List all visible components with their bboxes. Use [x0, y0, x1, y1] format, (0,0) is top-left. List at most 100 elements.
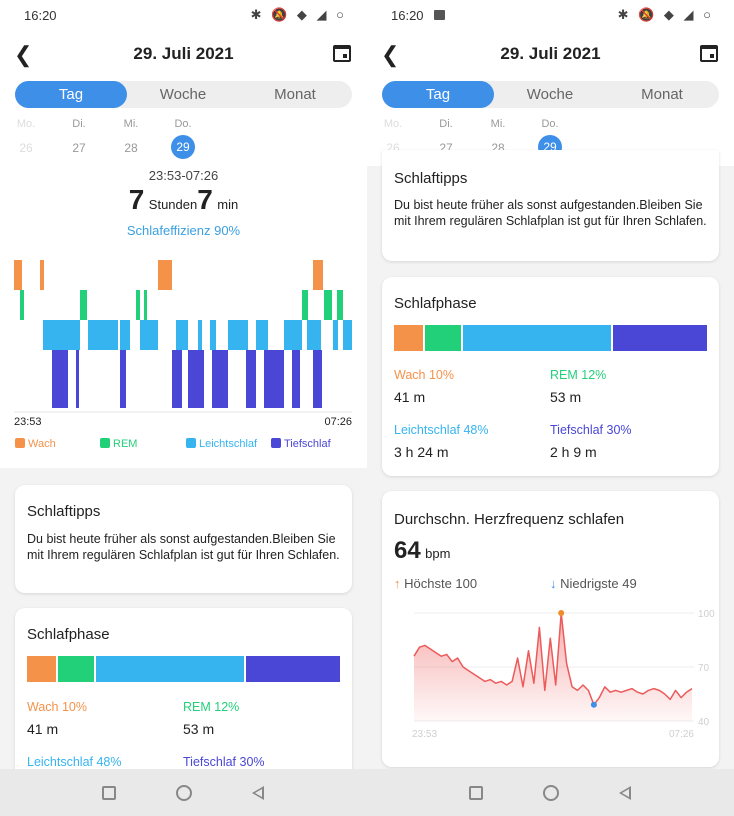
- hypnogram-block: [140, 320, 158, 350]
- hr-line: [413, 612, 693, 706]
- hypnogram-block: [337, 290, 343, 320]
- heart-title: Durchschn. Herzfrequenz schlafen: [394, 511, 625, 528]
- phase-label-tief: Tiefschlaf 30%: [550, 423, 632, 437]
- recents-icon[interactable]: [102, 786, 116, 800]
- back-icon[interactable]: [619, 786, 631, 800]
- hypnogram-block: [144, 290, 147, 320]
- day-date: 28: [124, 141, 138, 155]
- day-item[interactable]: Mo. 26: [6, 118, 46, 155]
- phase-value-rem: 53 m: [550, 389, 582, 405]
- hypnogram-block: [188, 350, 204, 408]
- legend-swatch: [15, 438, 25, 448]
- image-notification-icon: [434, 10, 445, 20]
- heart-rate-card: Durchschn. Herzfrequenz schlafen 64 bpm …: [382, 491, 719, 767]
- tab-woche[interactable]: Woche: [526, 86, 574, 103]
- hypnogram-block: [172, 350, 182, 408]
- legend-label: Tiefschlaf: [284, 438, 331, 450]
- phase-label-leicht: Leichtschlaf 48%: [27, 755, 122, 769]
- day-item[interactable]: Di. 27: [59, 118, 99, 155]
- sleep-overview: 23:53-07:26 7 Stunden7 min Schlafeffizie…: [0, 166, 367, 468]
- date-header: ❮ 29. Juli 2021 Tag Woche Monat Mo. 26 Di…: [367, 32, 734, 166]
- legend-wach: Wach: [15, 438, 56, 450]
- heart-min: ↓ Niedrigste 49: [550, 576, 637, 591]
- hypnogram-block: [284, 320, 302, 350]
- back-arrow-icon[interactable]: ❮: [381, 42, 400, 67]
- phase-label-leicht: Leichtschlaf 48%: [394, 423, 489, 437]
- status-time: 16:20: [391, 8, 424, 23]
- heart-min-label: Niedrigste 49: [560, 576, 637, 591]
- page-title: 29. Juli 2021: [500, 44, 601, 63]
- home-icon[interactable]: [176, 785, 192, 801]
- tips-title: Schlaftipps: [27, 503, 101, 520]
- day-name: Do.: [541, 118, 559, 130]
- system-nav-bar: [0, 769, 367, 816]
- hr-x-end: 07:26: [669, 729, 694, 740]
- hr-max-point: [558, 610, 565, 616]
- tab-woche[interactable]: Woche: [159, 86, 207, 103]
- duration-hours: 7: [128, 184, 145, 215]
- day-item-selected[interactable]: Do. 29: [163, 118, 203, 159]
- status-icons: ✱ 🔕 ◆ ◢ ○: [250, 7, 347, 22]
- tab-tag[interactable]: Tag: [382, 81, 494, 108]
- phase-label-wach: Wach 10%: [27, 700, 87, 714]
- tab-monat[interactable]: Monat: [274, 86, 316, 103]
- home-icon[interactable]: [543, 785, 559, 801]
- duration-hours-unit: Stunden: [148, 197, 198, 212]
- day-date: 29: [171, 135, 195, 159]
- legend-label: Wach: [28, 438, 56, 450]
- phase-bar: [394, 325, 707, 351]
- day-date: 27: [72, 141, 86, 155]
- hypnogram-block: [333, 320, 338, 350]
- back-arrow-icon[interactable]: ❮: [14, 42, 33, 67]
- duration-minutes: 7: [197, 184, 213, 215]
- day-date: 26: [19, 141, 33, 155]
- tips-text: Du bist heute früher als sonst aufgestan…: [394, 198, 707, 228]
- sleep-duration: 7 Stunden7 min: [0, 184, 367, 216]
- recents-icon[interactable]: [469, 786, 483, 800]
- hypnogram-block: [198, 320, 202, 350]
- status-bar: 16:20 ✱ 🔕 ◆ ◢ ○: [367, 0, 734, 32]
- phase-label-rem: REM 12%: [550, 368, 607, 382]
- phase-bar-rem: [425, 325, 461, 351]
- hypnogram-end-time: 07:26: [324, 416, 352, 428]
- status-bar: 16:20 ✱ 🔕 ◆ ◢ ○: [0, 0, 367, 32]
- phase-value-leicht: 3 h 24 m: [394, 444, 449, 460]
- tab-monat[interactable]: Monat: [641, 86, 683, 103]
- phase-bar-tief: [246, 656, 340, 682]
- legend-rem: REM: [100, 438, 137, 450]
- tips-title: Schlaftipps: [394, 170, 468, 187]
- phase-value-tief: 2 h 9 m: [550, 444, 597, 460]
- status-time: 16:20: [24, 8, 57, 23]
- hypnogram-start-time: 23:53: [14, 416, 42, 428]
- phase-label-rem: REM 12%: [183, 700, 240, 714]
- sleep-time-range: 23:53-07:26: [148, 168, 219, 183]
- calendar-icon[interactable]: [333, 45, 351, 62]
- hr-min-point: [590, 701, 597, 708]
- day-name: Do.: [174, 118, 192, 130]
- hypnogram-block: [20, 290, 24, 320]
- sleep-phase-card: Schlafphase Wach 10% REM 12% 41 m 53 m L…: [15, 608, 352, 788]
- hypnogram-block: [136, 290, 140, 320]
- hypnogram-block: [88, 320, 118, 350]
- heart-max-label: Höchste 100: [404, 576, 478, 591]
- calendar-icon[interactable]: [700, 45, 718, 62]
- back-icon[interactable]: [252, 786, 264, 800]
- day-item[interactable]: Mi. 28: [111, 118, 151, 155]
- phase-value-wach: 41 m: [27, 721, 59, 737]
- hr-x-start: 23:53: [412, 729, 437, 740]
- phase-bar: [27, 656, 340, 682]
- legend-label: Leichtschlaf: [199, 438, 258, 450]
- day-name: Mi.: [490, 118, 506, 130]
- hypnogram-block: [76, 350, 79, 408]
- phase-title: Schlafphase: [27, 626, 110, 643]
- day-name: Mo.: [383, 118, 403, 130]
- tips-text: Du bist heute früher als sonst aufgestan…: [27, 532, 340, 562]
- sleep-efficiency: Schlafeffizienz 90%: [126, 223, 241, 238]
- sleep-tips-card: Schlaftipps Du bist heute früher als son…: [15, 485, 352, 593]
- day-name: Mo.: [16, 118, 36, 130]
- tab-tag[interactable]: Tag: [15, 81, 127, 108]
- legend-swatch: [186, 438, 196, 448]
- hr-y-tick: 40: [698, 717, 710, 728]
- hypnogram-block: [43, 320, 80, 350]
- phase-value-wach: 41 m: [394, 389, 426, 405]
